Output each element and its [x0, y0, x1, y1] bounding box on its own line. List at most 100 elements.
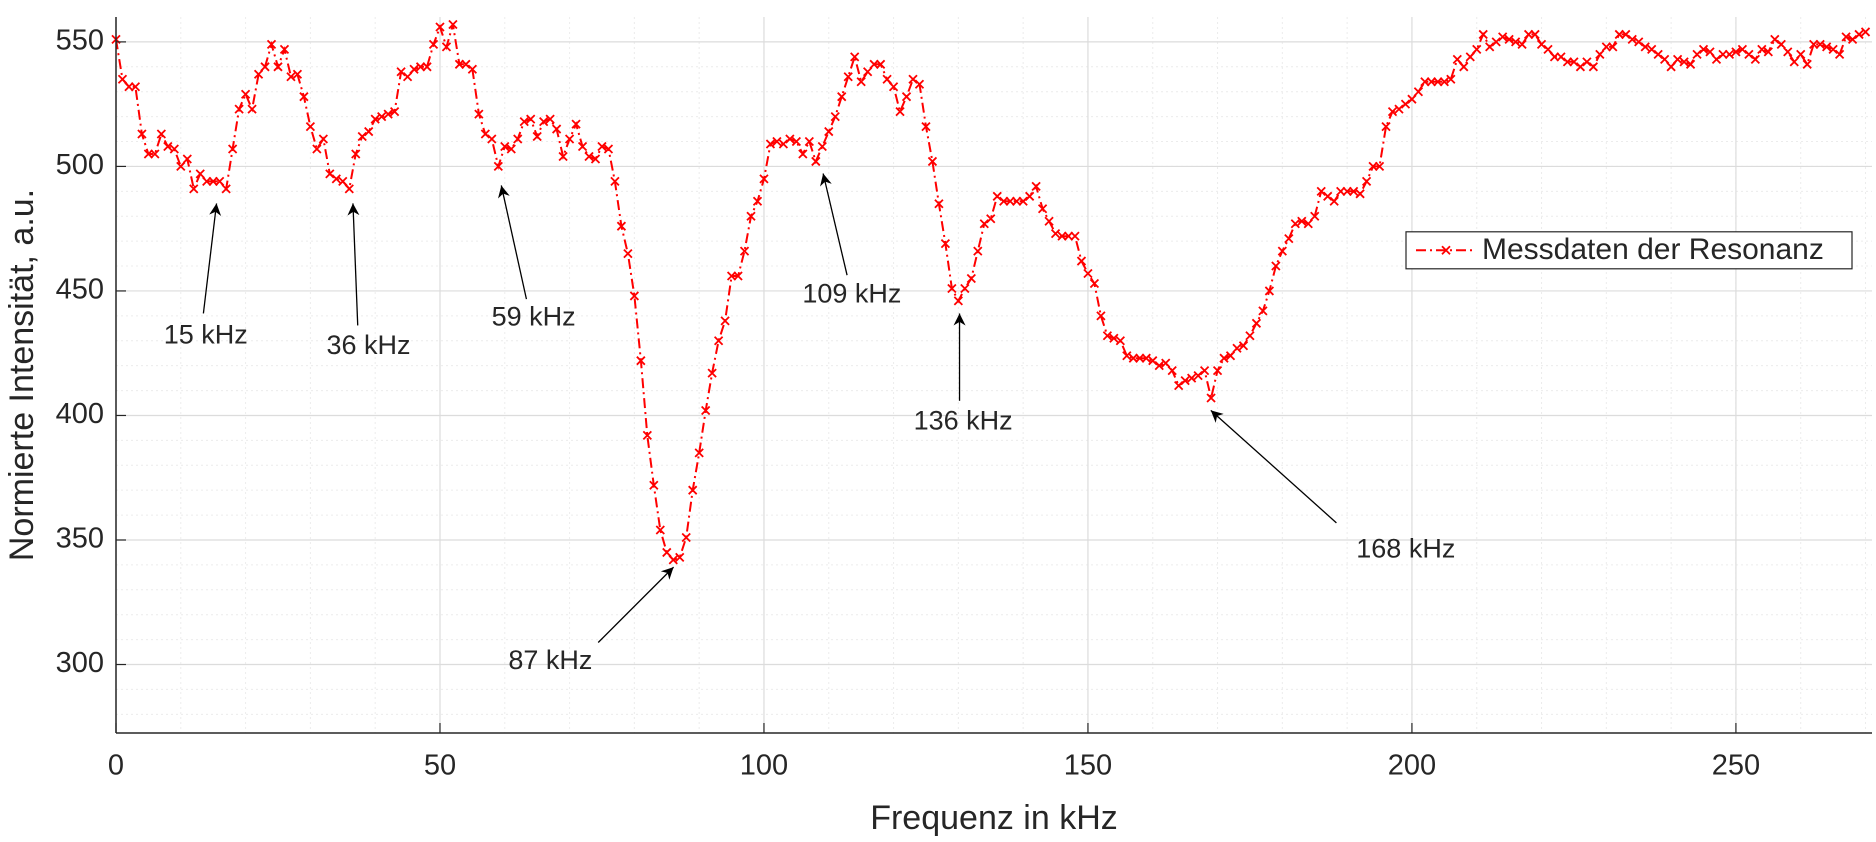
data-point [1212, 366, 1223, 376]
data-point [1666, 62, 1676, 72]
data-point [830, 111, 840, 122]
data-point [765, 139, 776, 149]
data-point [221, 184, 231, 194]
data-point [1452, 54, 1462, 64]
data-point [551, 124, 562, 134]
data-point [1556, 52, 1566, 62]
data-point [1822, 42, 1832, 52]
data-point [888, 82, 899, 92]
data-point [1789, 57, 1799, 67]
data-point [1271, 261, 1281, 271]
data-point [1407, 94, 1417, 104]
y-tick-label: 450 [56, 274, 104, 306]
data-point [1478, 29, 1488, 40]
data-point [266, 39, 277, 50]
data-point [1115, 336, 1125, 346]
data-point [409, 64, 419, 74]
data-point [1264, 286, 1275, 296]
data-point [435, 22, 445, 32]
annotation-arrow [820, 173, 848, 276]
data-point [875, 59, 886, 69]
legend-box [1405, 231, 1853, 270]
data-point [1206, 393, 1216, 403]
annotation-arrow [498, 185, 528, 300]
data-point [772, 136, 782, 147]
data-point [480, 129, 490, 139]
data-point [1323, 191, 1333, 201]
data-point [798, 149, 808, 159]
data-point [182, 154, 192, 164]
data-point [934, 199, 944, 209]
data-point [292, 69, 303, 79]
data-point [1705, 47, 1715, 57]
annotation-arrow [1210, 409, 1337, 524]
data-point [422, 62, 432, 72]
data-point [1510, 37, 1521, 47]
data-point [539, 116, 549, 127]
data-point [1731, 47, 1741, 57]
y-tick-label: 400 [56, 398, 104, 430]
x-tick-label: 100 [740, 750, 788, 782]
data-point [649, 480, 659, 490]
y-tick-label: 550 [56, 25, 104, 57]
data-point [1802, 59, 1812, 69]
data-point [1653, 49, 1663, 59]
data-point [305, 121, 316, 132]
data-point [597, 141, 607, 152]
data-point [688, 485, 698, 495]
data-point [921, 121, 931, 132]
data-point [1841, 32, 1851, 42]
x-tick-label: 200 [1388, 750, 1436, 782]
data-point [532, 131, 542, 142]
data-point [895, 107, 905, 117]
data-point [195, 169, 205, 179]
data-point [461, 59, 471, 69]
data-point [1543, 44, 1553, 55]
data-point [169, 144, 179, 154]
data-point [176, 161, 186, 172]
data-point [1238, 341, 1249, 351]
data-point [1485, 42, 1495, 52]
data-point [733, 271, 743, 281]
data-point [1517, 39, 1527, 50]
legend-marker [1441, 245, 1451, 255]
data-point [493, 161, 503, 172]
data-point [389, 107, 400, 117]
data-point [1608, 42, 1618, 52]
data-point [351, 149, 361, 159]
data-point [117, 74, 128, 84]
data-point [1634, 37, 1644, 47]
data-point [1828, 44, 1838, 55]
data-point [1232, 343, 1242, 353]
data-point [1446, 74, 1456, 84]
plot-area [111, 19, 1871, 565]
data-point [1037, 204, 1048, 214]
data-point [1750, 54, 1761, 64]
data-point [953, 296, 963, 306]
data-point [739, 246, 750, 256]
data-point [474, 109, 484, 119]
data-point [1530, 29, 1540, 40]
data-point [1459, 62, 1469, 72]
y-tick-label: 350 [56, 523, 104, 555]
data-point [1374, 161, 1385, 172]
x-tick-label: 150 [1064, 750, 1112, 782]
data-point [584, 151, 594, 162]
y-axis-label: Normierte Intensität, a.u. [3, 189, 41, 561]
data-point [513, 134, 523, 144]
data-point [247, 104, 257, 114]
data-point [791, 136, 802, 147]
data-point [1472, 44, 1482, 55]
data-point [286, 72, 296, 82]
data-point [843, 72, 853, 82]
data-point [1018, 196, 1028, 206]
data-point [273, 62, 283, 72]
annotation: 87 kHz [508, 645, 592, 675]
data-point [1348, 186, 1359, 196]
data-point [1439, 77, 1449, 87]
data-point [519, 116, 529, 127]
data-point [240, 89, 251, 99]
data-point [701, 405, 711, 416]
annotation: 109 kHz [802, 279, 901, 309]
annotation: 168 kHz [1356, 533, 1455, 563]
